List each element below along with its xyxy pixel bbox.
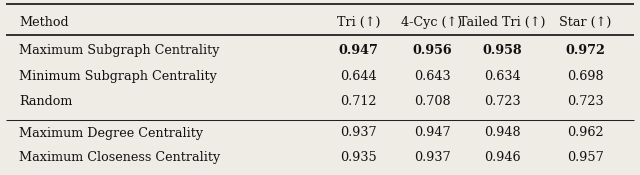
Text: 0.643: 0.643 [413,70,451,83]
Text: Maximum Closeness Centrality: Maximum Closeness Centrality [19,151,220,164]
Text: 4-Cyc (↑): 4-Cyc (↑) [401,16,463,29]
Text: 0.948: 0.948 [484,127,521,139]
Text: Tailed Tri (↑): Tailed Tri (↑) [459,16,546,29]
Text: 0.962: 0.962 [567,127,604,139]
Text: 0.947: 0.947 [413,127,451,139]
Text: Minimum Subgraph Centrality: Minimum Subgraph Centrality [19,70,217,83]
Text: 0.947: 0.947 [339,44,378,57]
Text: 0.723: 0.723 [484,95,521,108]
Text: 0.972: 0.972 [566,44,605,57]
Text: 0.634: 0.634 [484,70,521,83]
Text: Method: Method [19,16,69,29]
Text: Maximum Subgraph Centrality: Maximum Subgraph Centrality [19,44,220,57]
Text: 0.957: 0.957 [567,151,604,164]
Text: 0.698: 0.698 [567,70,604,83]
Text: 0.723: 0.723 [567,95,604,108]
Text: Tri (↑): Tri (↑) [337,16,380,29]
Text: 0.946: 0.946 [484,151,521,164]
Text: 0.644: 0.644 [340,70,377,83]
Text: 0.712: 0.712 [340,95,377,108]
Text: 0.937: 0.937 [413,151,451,164]
Text: 0.956: 0.956 [412,44,452,57]
Text: Random: Random [19,95,72,108]
Text: 0.937: 0.937 [340,127,377,139]
Text: 0.958: 0.958 [483,44,522,57]
Text: 0.708: 0.708 [413,95,451,108]
Text: 0.935: 0.935 [340,151,377,164]
Text: Star (↑): Star (↑) [559,16,612,29]
Text: Maximum Degree Centrality: Maximum Degree Centrality [19,127,204,139]
